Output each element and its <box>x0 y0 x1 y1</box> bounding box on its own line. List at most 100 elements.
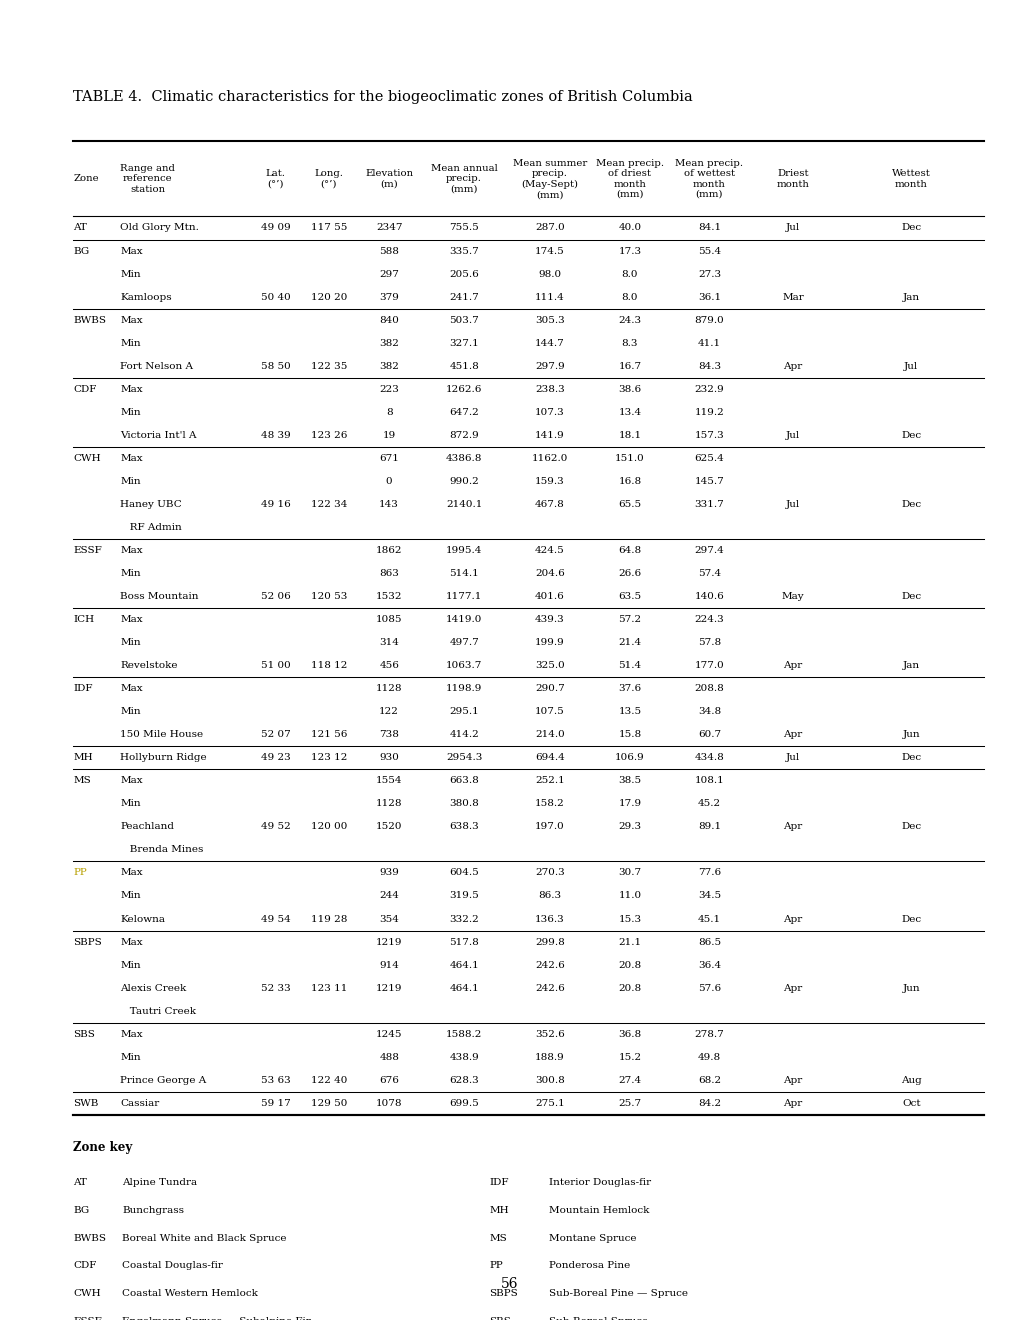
Text: 38.5: 38.5 <box>618 776 641 785</box>
Text: 1588.2: 1588.2 <box>445 1030 482 1039</box>
Text: 49 52: 49 52 <box>260 822 290 832</box>
Text: 488: 488 <box>379 1053 398 1061</box>
Text: 145.7: 145.7 <box>694 477 723 486</box>
Text: SBS: SBS <box>489 1317 511 1320</box>
Text: 117 55: 117 55 <box>311 223 346 232</box>
Text: Max: Max <box>120 454 143 463</box>
Text: AT: AT <box>73 223 88 232</box>
Text: 4386.8: 4386.8 <box>445 454 482 463</box>
Text: 123 26: 123 26 <box>311 430 346 440</box>
Text: 19: 19 <box>382 430 395 440</box>
Text: 840: 840 <box>379 315 398 325</box>
Text: 27.3: 27.3 <box>697 269 720 279</box>
Text: 65.5: 65.5 <box>618 500 641 510</box>
Text: 467.8: 467.8 <box>534 500 565 510</box>
Text: 464.1: 464.1 <box>448 983 479 993</box>
Text: RF Admin: RF Admin <box>120 523 182 532</box>
Text: 52 33: 52 33 <box>260 983 290 993</box>
Text: 2140.1: 2140.1 <box>445 500 482 510</box>
Text: 29.3: 29.3 <box>618 822 641 832</box>
Text: 379: 379 <box>379 293 398 301</box>
Text: 352.6: 352.6 <box>534 1030 565 1039</box>
Text: 24.3: 24.3 <box>618 315 641 325</box>
Text: 300.8: 300.8 <box>534 1076 565 1085</box>
Text: 424.5: 424.5 <box>534 546 565 554</box>
Text: Coastal Douglas-fir: Coastal Douglas-fir <box>122 1262 223 1270</box>
Text: 84.1: 84.1 <box>697 223 720 232</box>
Text: MH: MH <box>489 1206 508 1214</box>
Text: 1128: 1128 <box>376 684 401 693</box>
Text: AT: AT <box>73 1179 88 1187</box>
Text: MS: MS <box>489 1234 506 1242</box>
Text: Boss Mountain: Boss Mountain <box>120 593 199 601</box>
Text: 26.6: 26.6 <box>618 569 641 578</box>
Text: 52 07: 52 07 <box>260 730 290 739</box>
Text: 1219: 1219 <box>376 983 401 993</box>
Text: PP: PP <box>489 1262 502 1270</box>
Text: Kamloops: Kamloops <box>120 293 172 301</box>
Text: 1063.7: 1063.7 <box>445 661 482 671</box>
Text: 1177.1: 1177.1 <box>445 593 482 601</box>
Text: Apr: Apr <box>783 730 802 739</box>
Text: Min: Min <box>120 477 141 486</box>
Text: Min: Min <box>120 569 141 578</box>
Text: 290.7: 290.7 <box>534 684 565 693</box>
Text: 177.0: 177.0 <box>694 661 723 671</box>
Text: 1128: 1128 <box>376 800 401 808</box>
Text: 382: 382 <box>379 362 398 371</box>
Text: 434.8: 434.8 <box>694 754 723 762</box>
Text: Max: Max <box>120 546 143 554</box>
Text: 120 20: 120 20 <box>311 293 346 301</box>
Text: TABLE 4.  Climatic characteristics for the biogeoclimatic zones of British Colum: TABLE 4. Climatic characteristics for th… <box>73 90 693 104</box>
Text: Min: Min <box>120 1053 141 1061</box>
Text: 1219: 1219 <box>376 937 401 946</box>
Text: 68.2: 68.2 <box>697 1076 720 1085</box>
Text: Oct: Oct <box>901 1098 920 1107</box>
Text: 1198.9: 1198.9 <box>445 684 482 693</box>
Text: 335.7: 335.7 <box>448 247 479 256</box>
Text: 1532: 1532 <box>376 593 401 601</box>
Text: ICH: ICH <box>73 615 95 624</box>
Text: Cassiar: Cassiar <box>120 1098 159 1107</box>
Text: 252.1: 252.1 <box>534 776 565 785</box>
Text: Apr: Apr <box>783 822 802 832</box>
Text: Apr: Apr <box>783 1076 802 1085</box>
Text: 242.6: 242.6 <box>534 983 565 993</box>
Text: Wettest
month: Wettest month <box>892 169 929 189</box>
Text: CDF: CDF <box>73 384 97 393</box>
Text: 1520: 1520 <box>376 822 401 832</box>
Text: 151.0: 151.0 <box>614 454 644 463</box>
Text: 118 12: 118 12 <box>311 661 346 671</box>
Text: CWH: CWH <box>73 1290 101 1298</box>
Text: Long.
(°’): Long. (°’) <box>314 169 343 189</box>
Text: Coastal Western Hemlock: Coastal Western Hemlock <box>122 1290 258 1298</box>
Text: 25.7: 25.7 <box>618 1098 641 1107</box>
Text: BWBS: BWBS <box>73 315 106 325</box>
Text: 0: 0 <box>385 477 392 486</box>
Text: 224.3: 224.3 <box>694 615 723 624</box>
Text: 214.0: 214.0 <box>534 730 565 739</box>
Text: Mean precip.
of wettest
month
(mm): Mean precip. of wettest month (mm) <box>675 158 743 199</box>
Text: Mean summer
precip.
(May-Sept)
(mm): Mean summer precip. (May-Sept) (mm) <box>513 158 586 199</box>
Text: 56: 56 <box>500 1278 519 1291</box>
Text: MS: MS <box>73 776 91 785</box>
Text: 1262.6: 1262.6 <box>445 384 482 393</box>
Text: 314: 314 <box>379 638 398 647</box>
Text: 55.4: 55.4 <box>697 247 720 256</box>
Text: 299.8: 299.8 <box>534 937 565 946</box>
Text: 1995.4: 1995.4 <box>445 546 482 554</box>
Text: Jul: Jul <box>904 362 917 371</box>
Text: 49 23: 49 23 <box>260 754 290 762</box>
Text: 121 56: 121 56 <box>311 730 346 739</box>
Text: Interior Douglas-fir: Interior Douglas-fir <box>548 1179 650 1187</box>
Text: 438.9: 438.9 <box>448 1053 479 1061</box>
Text: 694.4: 694.4 <box>534 754 565 762</box>
Text: 401.6: 401.6 <box>534 593 565 601</box>
Text: 51 00: 51 00 <box>260 661 290 671</box>
Text: 205.6: 205.6 <box>448 269 479 279</box>
Text: 1078: 1078 <box>376 1098 401 1107</box>
Text: 123 12: 123 12 <box>311 754 346 762</box>
Text: 122 35: 122 35 <box>311 362 346 371</box>
Text: Mean precip.
of driest
month
(mm): Mean precip. of driest month (mm) <box>595 158 663 199</box>
Text: 1554: 1554 <box>376 776 401 785</box>
